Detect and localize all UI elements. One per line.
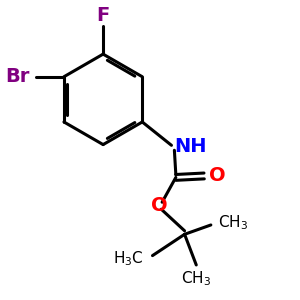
Text: CH$_3$: CH$_3$ (181, 269, 211, 288)
Text: H$_3$C: H$_3$C (113, 250, 144, 268)
Text: O: O (209, 167, 226, 185)
Text: CH$_3$: CH$_3$ (218, 213, 248, 232)
Text: O: O (152, 196, 168, 214)
Text: F: F (97, 6, 110, 25)
Text: Br: Br (5, 67, 30, 86)
Text: NH: NH (174, 137, 207, 156)
